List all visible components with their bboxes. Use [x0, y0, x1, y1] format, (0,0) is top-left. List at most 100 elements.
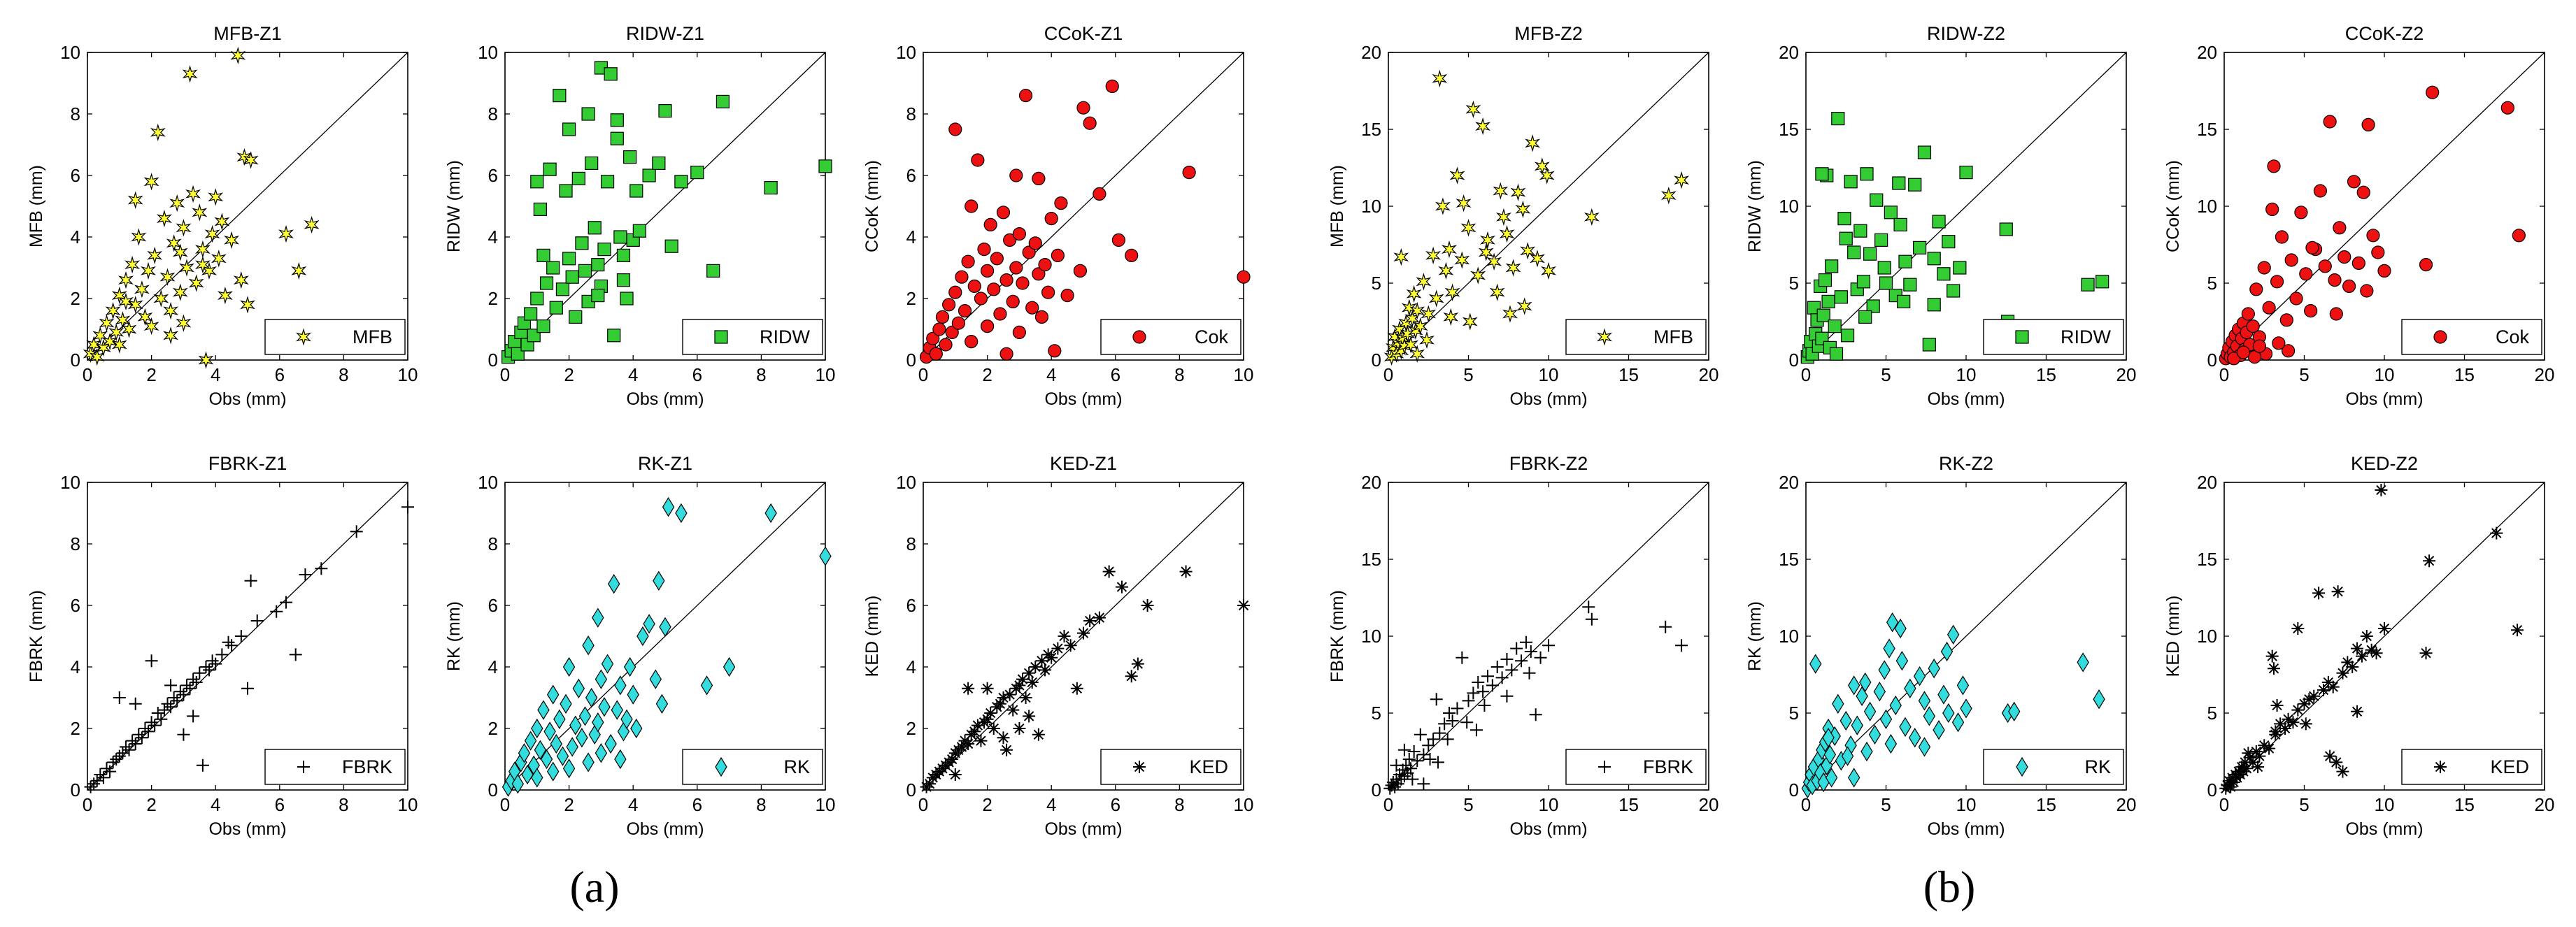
- data-point: [153, 289, 169, 308]
- data-point: [511, 774, 525, 794]
- data-point: [1542, 639, 1555, 652]
- data-point: [999, 347, 1013, 361]
- subplot-mfb-z2: 0 5 10 15 20 0 5 10 15 20 MFB-Z2 Obs (mm) MFB (mm) MF…: [1328, 23, 1718, 409]
- data-point: [2286, 716, 2300, 729]
- x-tick-label: 10: [1956, 794, 1977, 815]
- chart-title: CCoK-Z2: [2345, 23, 2424, 44]
- data-point: [1582, 601, 1595, 614]
- data-point: [1406, 285, 1422, 303]
- data-point: [1516, 297, 1532, 315]
- y-tick-label: 6: [488, 165, 498, 186]
- data-point: [2341, 656, 2354, 669]
- data-point: [118, 271, 134, 289]
- data-point: [1460, 716, 1474, 729]
- data-point: [240, 296, 255, 314]
- data-point: [818, 159, 832, 173]
- data-point: [1486, 679, 1499, 692]
- y-tick-label: 20: [2197, 42, 2217, 63]
- data-point: [951, 316, 965, 330]
- data-point: [588, 221, 602, 235]
- chart-title: RIDW-Z2: [1927, 23, 2005, 44]
- data-point: [518, 743, 531, 763]
- x-tick-label: 5: [1881, 364, 1891, 385]
- legend-marker: [2015, 330, 2029, 344]
- data-point: [177, 728, 190, 741]
- data-point: [157, 703, 171, 717]
- data-point: [627, 684, 639, 705]
- data-point: [2249, 282, 2263, 296]
- data-point: [150, 123, 166, 142]
- data-point: [604, 67, 618, 81]
- x-tick-label: 2: [982, 364, 992, 385]
- data-point: [1932, 215, 1946, 229]
- data-point: [642, 168, 656, 182]
- data-point: [524, 731, 537, 751]
- y-tick-label: 6: [906, 165, 916, 186]
- data-point: [2291, 703, 2305, 717]
- data-point: [2511, 624, 2524, 637]
- data-point: [1404, 309, 1421, 328]
- data-point: [1443, 707, 1456, 719]
- y-tick-label: 4: [488, 227, 498, 247]
- legend: KED: [1100, 749, 1241, 785]
- data-point: [1839, 231, 1853, 245]
- data-point: [211, 250, 227, 268]
- data-point: [2328, 273, 2342, 287]
- data-point: [560, 694, 572, 714]
- x-axis-label: Obs (mm): [626, 819, 704, 839]
- y-tick-label: 15: [1779, 119, 1799, 140]
- data-point: [163, 326, 179, 345]
- data-point: [304, 215, 320, 234]
- legend: RK: [682, 749, 823, 785]
- data-point: [571, 171, 585, 185]
- data-point: [1659, 620, 1672, 633]
- data-point: [84, 780, 97, 793]
- data-point: [1886, 612, 1899, 633]
- y-tick-label: 10: [60, 42, 80, 63]
- data-point: [997, 731, 1010, 745]
- data-point: [222, 635, 235, 649]
- data-point: [2299, 267, 2313, 281]
- data-point: [1922, 338, 1936, 352]
- y-tick-label: 20: [1779, 472, 1799, 493]
- data-point: [1959, 166, 1973, 180]
- data-point: [971, 153, 985, 167]
- legend: Cok: [1100, 319, 1241, 355]
- data-point: [1435, 197, 1451, 215]
- data-point: [2270, 275, 2284, 289]
- data-point: [662, 497, 675, 517]
- data-point: [110, 753, 123, 766]
- x-tick-label: 5: [2299, 794, 2309, 815]
- data-point: [225, 639, 239, 652]
- data-point: [1956, 675, 1970, 696]
- x-tick-label: 0: [1801, 364, 1811, 385]
- data-point: [163, 301, 179, 320]
- data-point: [180, 679, 193, 692]
- data-point: [1505, 259, 1521, 277]
- data-point: [592, 712, 604, 733]
- data-points: [919, 79, 1251, 364]
- data-point: [1841, 746, 1854, 766]
- data-point: [1889, 695, 1902, 716]
- x-tick-label: 15: [2036, 364, 2056, 385]
- y-tick-label: 10: [1361, 626, 1381, 647]
- data-point: [1093, 187, 1106, 201]
- y-tick-label: 2: [488, 288, 498, 309]
- data-point: [1895, 651, 1909, 671]
- data-point: [182, 65, 198, 83]
- legend-label: Cok: [1195, 326, 1229, 347]
- chart-title: MFB-Z2: [1514, 23, 1583, 44]
- data-point: [2257, 261, 2271, 275]
- y-tick-label: 20: [1779, 42, 1799, 63]
- x-tick-label: 6: [1111, 794, 1120, 815]
- data-point: [556, 746, 569, 766]
- data-point: [1515, 200, 1531, 219]
- data-point: [100, 762, 113, 775]
- data-point: [199, 661, 213, 673]
- data-point: [2243, 751, 2256, 764]
- data-point: [948, 768, 962, 781]
- data-point: [1529, 708, 1542, 721]
- data-point: [1815, 167, 1829, 181]
- data-point: [2252, 339, 2266, 353]
- data-point: [549, 301, 563, 315]
